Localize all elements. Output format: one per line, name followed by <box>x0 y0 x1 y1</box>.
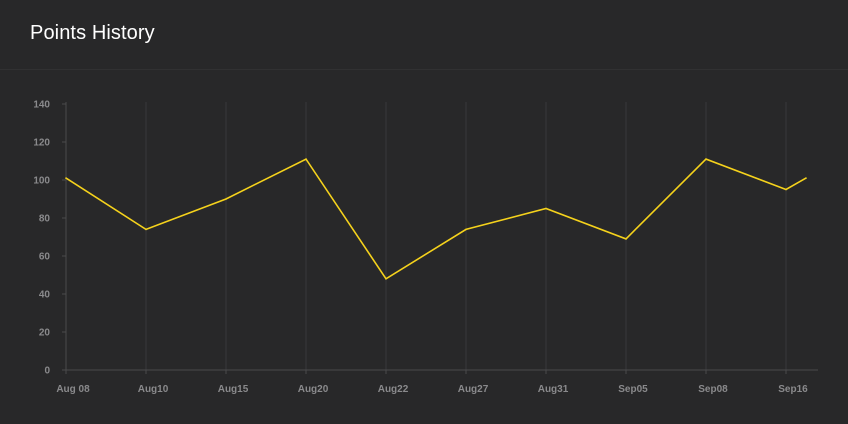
axes <box>65 102 818 371</box>
x-tick-label: Sep05 <box>618 384 648 395</box>
x-tick-label: Aug22 <box>378 384 409 395</box>
y-tick-labels: 0 20 40 60 80 100 120 140 <box>33 100 66 377</box>
series-line <box>65 158 807 280</box>
data-point <box>805 177 807 179</box>
x-tick-label: Aug15 <box>218 384 249 395</box>
y-tick-label: 60 <box>39 252 51 263</box>
data-point <box>785 188 787 191</box>
y-tick-label: 20 <box>39 328 51 339</box>
x-tick-label: Sep16 <box>778 384 808 395</box>
data-point <box>65 177 67 179</box>
y-tick-label: 120 <box>33 138 50 149</box>
grid-lines <box>145 102 787 370</box>
data-point <box>545 207 547 210</box>
data-point <box>225 198 227 200</box>
data-point <box>465 228 467 231</box>
y-tick-label: 80 <box>39 214 51 225</box>
y-tick-label: 0 <box>44 366 50 377</box>
x-tick-label: Aug31 <box>538 384 569 395</box>
y-tick-label: 40 <box>39 290 51 301</box>
data-point <box>705 158 707 160</box>
x-tick-labels: Aug 08 Aug10 Aug15 Aug20 Aug22 Aug27 Aug31 Sep0… <box>56 370 808 395</box>
data-point <box>305 158 307 160</box>
data-point <box>385 278 387 280</box>
chart-title: Points History <box>30 22 155 44</box>
x-tick-label: Aug20 <box>298 384 329 395</box>
x-tick-label: Aug27 <box>458 384 489 395</box>
card-header: Points History <box>0 0 848 70</box>
x-tick-label: Aug10 <box>138 384 169 395</box>
data-point <box>625 238 627 240</box>
data-point <box>145 228 147 231</box>
x-tick-label: Aug 08 <box>56 384 90 395</box>
y-tick-label: 140 <box>33 100 50 111</box>
series-layer <box>65 158 807 280</box>
y-tick-label: 100 <box>33 176 50 187</box>
x-tick-label: Sep08 <box>698 384 728 395</box>
